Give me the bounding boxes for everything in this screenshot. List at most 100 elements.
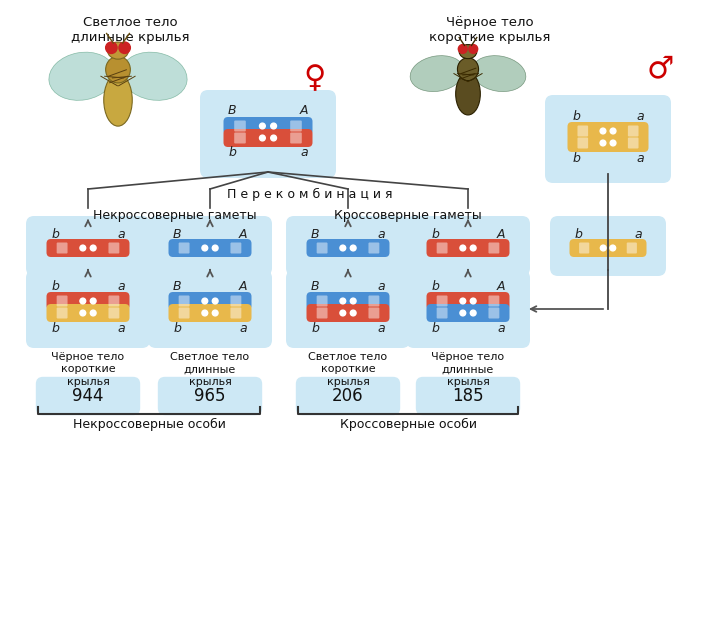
Circle shape (610, 140, 616, 146)
FancyBboxPatch shape (316, 296, 327, 306)
FancyBboxPatch shape (47, 239, 130, 257)
FancyBboxPatch shape (306, 292, 390, 310)
Text: a: a (117, 228, 125, 241)
FancyBboxPatch shape (290, 132, 302, 144)
Text: B: B (311, 228, 319, 241)
Text: b: b (431, 280, 439, 293)
Text: b: b (228, 147, 236, 160)
FancyBboxPatch shape (148, 216, 272, 276)
FancyBboxPatch shape (26, 270, 150, 348)
FancyBboxPatch shape (427, 304, 510, 322)
FancyBboxPatch shape (427, 292, 510, 310)
FancyBboxPatch shape (628, 125, 639, 137)
FancyBboxPatch shape (47, 304, 130, 322)
FancyBboxPatch shape (26, 216, 150, 276)
FancyBboxPatch shape (168, 239, 251, 257)
Text: 965: 965 (194, 387, 226, 405)
FancyBboxPatch shape (406, 216, 530, 276)
Circle shape (610, 128, 616, 134)
Text: a: a (637, 152, 644, 165)
Text: A: A (497, 228, 505, 241)
Text: a: a (377, 321, 384, 334)
Text: B: B (311, 280, 319, 293)
FancyBboxPatch shape (296, 377, 400, 415)
FancyBboxPatch shape (200, 90, 336, 178)
FancyBboxPatch shape (223, 117, 312, 135)
Circle shape (460, 245, 465, 251)
FancyBboxPatch shape (568, 122, 649, 140)
Circle shape (340, 245, 346, 251)
FancyBboxPatch shape (628, 137, 639, 149)
Circle shape (610, 245, 616, 251)
Circle shape (259, 123, 266, 129)
FancyBboxPatch shape (427, 239, 510, 257)
FancyBboxPatch shape (286, 270, 410, 348)
Circle shape (80, 245, 86, 251)
Text: b: b (574, 228, 582, 241)
FancyBboxPatch shape (306, 239, 390, 257)
Circle shape (80, 310, 86, 316)
Text: Чёрное тело
короткие
крылья: Чёрное тело короткие крылья (52, 352, 125, 387)
Text: 185: 185 (453, 387, 484, 405)
FancyBboxPatch shape (568, 134, 649, 152)
Text: b: b (173, 321, 181, 334)
FancyBboxPatch shape (569, 239, 647, 257)
Ellipse shape (458, 58, 478, 80)
Text: b: b (51, 228, 59, 241)
FancyBboxPatch shape (406, 270, 530, 348)
Text: a: a (377, 280, 384, 293)
FancyBboxPatch shape (306, 304, 390, 322)
Text: B: B (228, 104, 236, 117)
Ellipse shape (459, 44, 477, 59)
FancyBboxPatch shape (316, 243, 327, 253)
Text: b: b (311, 321, 319, 334)
FancyBboxPatch shape (148, 270, 272, 348)
FancyBboxPatch shape (626, 243, 637, 253)
Text: a: a (117, 280, 125, 293)
FancyBboxPatch shape (369, 243, 379, 253)
FancyBboxPatch shape (179, 243, 190, 253)
Text: b: b (51, 321, 59, 334)
FancyBboxPatch shape (437, 243, 448, 253)
FancyBboxPatch shape (488, 296, 499, 306)
FancyBboxPatch shape (437, 308, 448, 318)
Text: a: a (634, 228, 642, 241)
Text: 206: 206 (332, 387, 364, 405)
FancyBboxPatch shape (416, 377, 521, 415)
Circle shape (202, 245, 208, 251)
Circle shape (202, 310, 208, 316)
FancyBboxPatch shape (286, 216, 410, 276)
Text: b: b (51, 280, 59, 293)
FancyBboxPatch shape (223, 129, 312, 147)
Text: a: a (117, 321, 125, 334)
FancyBboxPatch shape (108, 296, 120, 306)
Circle shape (119, 42, 130, 54)
FancyBboxPatch shape (57, 308, 67, 318)
FancyBboxPatch shape (579, 243, 589, 253)
FancyBboxPatch shape (108, 308, 120, 318)
Circle shape (259, 135, 266, 141)
Text: A: A (300, 104, 309, 117)
Circle shape (90, 245, 96, 251)
FancyBboxPatch shape (550, 216, 666, 276)
FancyBboxPatch shape (369, 308, 379, 318)
Text: Чёрное тело
короткие крылья: Чёрное тело короткие крылья (430, 16, 551, 44)
FancyBboxPatch shape (316, 308, 327, 318)
Ellipse shape (410, 56, 464, 92)
Text: b: b (572, 152, 580, 165)
Ellipse shape (107, 42, 128, 59)
Ellipse shape (104, 74, 132, 126)
Ellipse shape (49, 52, 115, 100)
Circle shape (470, 310, 476, 316)
Text: 944: 944 (72, 387, 104, 405)
Circle shape (213, 245, 218, 251)
FancyBboxPatch shape (488, 308, 499, 318)
Ellipse shape (472, 56, 526, 92)
FancyBboxPatch shape (545, 95, 671, 183)
FancyBboxPatch shape (57, 243, 67, 253)
FancyBboxPatch shape (488, 243, 499, 253)
FancyBboxPatch shape (578, 125, 588, 137)
Circle shape (271, 135, 276, 141)
Text: a: a (239, 321, 247, 334)
Circle shape (213, 298, 218, 304)
